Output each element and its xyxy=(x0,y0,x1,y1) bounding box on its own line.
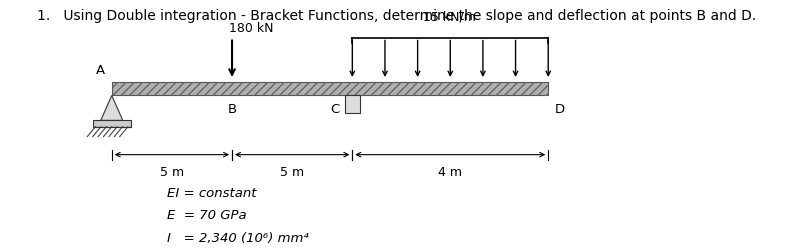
Text: B: B xyxy=(227,103,237,116)
Bar xyxy=(112,82,548,96)
Bar xyxy=(345,96,360,113)
Text: D: D xyxy=(555,103,565,116)
Text: I   = 2,340 (10⁶) mm⁴: I = 2,340 (10⁶) mm⁴ xyxy=(167,232,309,245)
Text: 180 kN: 180 kN xyxy=(229,22,273,35)
Text: E  = 70 GPa: E = 70 GPa xyxy=(167,209,246,223)
Text: 5 m: 5 m xyxy=(160,166,184,179)
Text: EI = constant: EI = constant xyxy=(167,187,256,200)
Text: 5 m: 5 m xyxy=(280,166,304,179)
Text: 15 kN/m: 15 kN/m xyxy=(423,11,476,24)
Text: C: C xyxy=(331,103,340,116)
Text: A: A xyxy=(96,64,106,77)
Text: 1.   Using Double integration - Bracket Functions, determine the slope and defle: 1. Using Double integration - Bracket Fu… xyxy=(37,9,757,23)
Bar xyxy=(112,82,548,96)
Bar xyxy=(93,120,131,127)
Polygon shape xyxy=(101,96,123,120)
Text: 4 m: 4 m xyxy=(438,166,462,179)
